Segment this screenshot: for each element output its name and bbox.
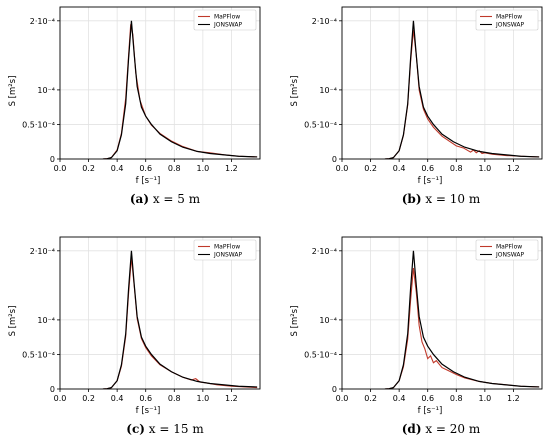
x-tick-label: 0.6 — [421, 164, 434, 173]
panel-caption: (c) x = 15 m — [126, 422, 204, 436]
panel-caption-text: x = 15 m — [145, 422, 204, 436]
panel-caption: (d) x = 20 m — [402, 422, 481, 436]
x-tick-label: 0.6 — [421, 394, 434, 403]
y-tick-label: 0.5·10⁻⁴ — [22, 350, 55, 359]
x-tick-label: 0.0 — [336, 164, 349, 173]
x-tick-label: 0.4 — [111, 164, 124, 173]
x-tick-label: 1.0 — [196, 164, 209, 173]
x-tick-label: 1.0 — [478, 394, 491, 403]
x-tick-label: 1.2 — [225, 164, 238, 173]
legend-entry: MaPFlow — [496, 14, 522, 21]
x-tick-label: 0.0 — [54, 164, 67, 173]
y-tick-label: 2·10⁻⁴ — [30, 247, 55, 256]
panel-caption-label: (b) — [402, 192, 422, 206]
chart-panel-2: 0.0 0.2 0.4 0.6 0.8 1.0 1.2 0 0.5·10⁻⁴ 10⁻⁴ 2·10⁻⁴… — [290, 6, 543, 206]
panel-caption-label: (a) — [130, 192, 149, 206]
panel-caption-text: x = 10 m — [422, 192, 481, 206]
x-tick-label: 1.0 — [478, 164, 491, 173]
x-tick-label: 0.4 — [393, 394, 406, 403]
x-tick-label: 1.2 — [225, 394, 238, 403]
x-tick-label: 1.2 — [507, 394, 520, 403]
y-tick-label: 2·10⁻⁴ — [30, 17, 55, 26]
x-tick-label: 1.0 — [196, 394, 209, 403]
legend-entry: MaPFlow — [496, 244, 522, 251]
legend-entry: JONSWAP — [213, 22, 242, 29]
plot-frame — [341, 6, 543, 160]
x-tick-label: 0.8 — [450, 394, 463, 403]
plot-frame — [59, 236, 261, 390]
y-tick-label: 2·10⁻⁴ — [312, 17, 337, 26]
y-axis-label: S [m²s] — [8, 76, 18, 107]
y-axis-label: S [m²s] — [8, 306, 18, 337]
legend-entry: MaPFlow — [214, 244, 240, 251]
x-tick-label: 0.2 — [82, 394, 95, 403]
panel-caption-text: x = 20 m — [422, 422, 481, 436]
series-line-jonswap — [102, 250, 258, 389]
x-tick-label: 0.8 — [168, 394, 181, 403]
panel-caption: (a) x = 5 m — [130, 192, 201, 206]
x-tick-label: 1.2 — [507, 164, 520, 173]
x-tick-label: 0.6 — [139, 394, 152, 403]
x-axis-label: f [s⁻¹] — [136, 176, 161, 186]
y-tick-label: 10⁻⁴ — [319, 316, 337, 325]
x-axis-label: f [s⁻¹] — [418, 406, 443, 416]
plot-frame — [59, 6, 261, 160]
y-axis-label: S [m²s] — [290, 76, 300, 107]
x-axis-label: f [s⁻¹] — [418, 176, 443, 186]
panel-caption: (b) x = 10 m — [402, 192, 481, 206]
panel-caption-label: (d) — [402, 422, 422, 436]
series-line-jonswap — [102, 20, 258, 159]
x-tick-label: 0.8 — [168, 164, 181, 173]
legend-entry: JONSWAP — [495, 22, 524, 29]
y-tick-label: 0 — [332, 385, 337, 394]
x-tick-label: 0.4 — [111, 394, 124, 403]
legend-entry: JONSWAP — [495, 252, 524, 259]
chart-panel-4: 0.0 0.2 0.4 0.6 0.8 1.0 1.2 0 0.5·10⁻⁴ 10⁻⁴ 2·10⁻⁴… — [290, 236, 543, 436]
x-axis-label: f [s⁻¹] — [136, 406, 161, 416]
plot-frame — [341, 236, 543, 390]
chart-panel-3: 0.0 0.2 0.4 0.6 0.8 1.0 1.2 0 0.5·10⁻⁴ 10⁻⁴ 2·10⁻⁴… — [8, 236, 261, 436]
y-tick-label: 0.5·10⁻⁴ — [22, 120, 55, 129]
chart-panel-1: 0.0 0.2 0.4 0.6 0.8 1.0 1.2 0 0.5·10⁻⁴ 10⁻⁴ 2·10⁻⁴… — [8, 6, 261, 206]
x-tick-label: 0.8 — [450, 164, 463, 173]
legend-entry: MaPFlow — [214, 14, 240, 21]
legend-entry: JONSWAP — [213, 252, 242, 259]
panel-caption-text: x = 5 m — [149, 192, 201, 206]
panel-caption-label: (c) — [126, 422, 145, 436]
x-tick-label: 0.2 — [364, 394, 377, 403]
series-line-jonswap — [384, 20, 540, 159]
x-tick-label: 0.4 — [393, 164, 406, 173]
x-tick-label: 0.2 — [364, 164, 377, 173]
y-tick-label: 0 — [50, 155, 55, 164]
y-tick-label: 10⁻⁴ — [37, 316, 55, 325]
y-tick-label: 0 — [332, 155, 337, 164]
series-line-jonswap — [384, 250, 540, 389]
x-tick-label: 0.0 — [336, 394, 349, 403]
y-tick-label: 0.5·10⁻⁴ — [304, 120, 337, 129]
y-tick-label: 2·10⁻⁴ — [312, 247, 337, 256]
y-tick-label: 0 — [50, 385, 55, 394]
y-tick-label: 10⁻⁴ — [319, 86, 337, 95]
x-tick-label: 0.0 — [54, 394, 67, 403]
y-tick-label: 10⁻⁴ — [37, 86, 55, 95]
y-axis-label: S [m²s] — [290, 306, 300, 337]
x-tick-label: 0.6 — [139, 164, 152, 173]
x-tick-label: 0.2 — [82, 164, 95, 173]
y-tick-label: 0.5·10⁻⁴ — [304, 350, 337, 359]
